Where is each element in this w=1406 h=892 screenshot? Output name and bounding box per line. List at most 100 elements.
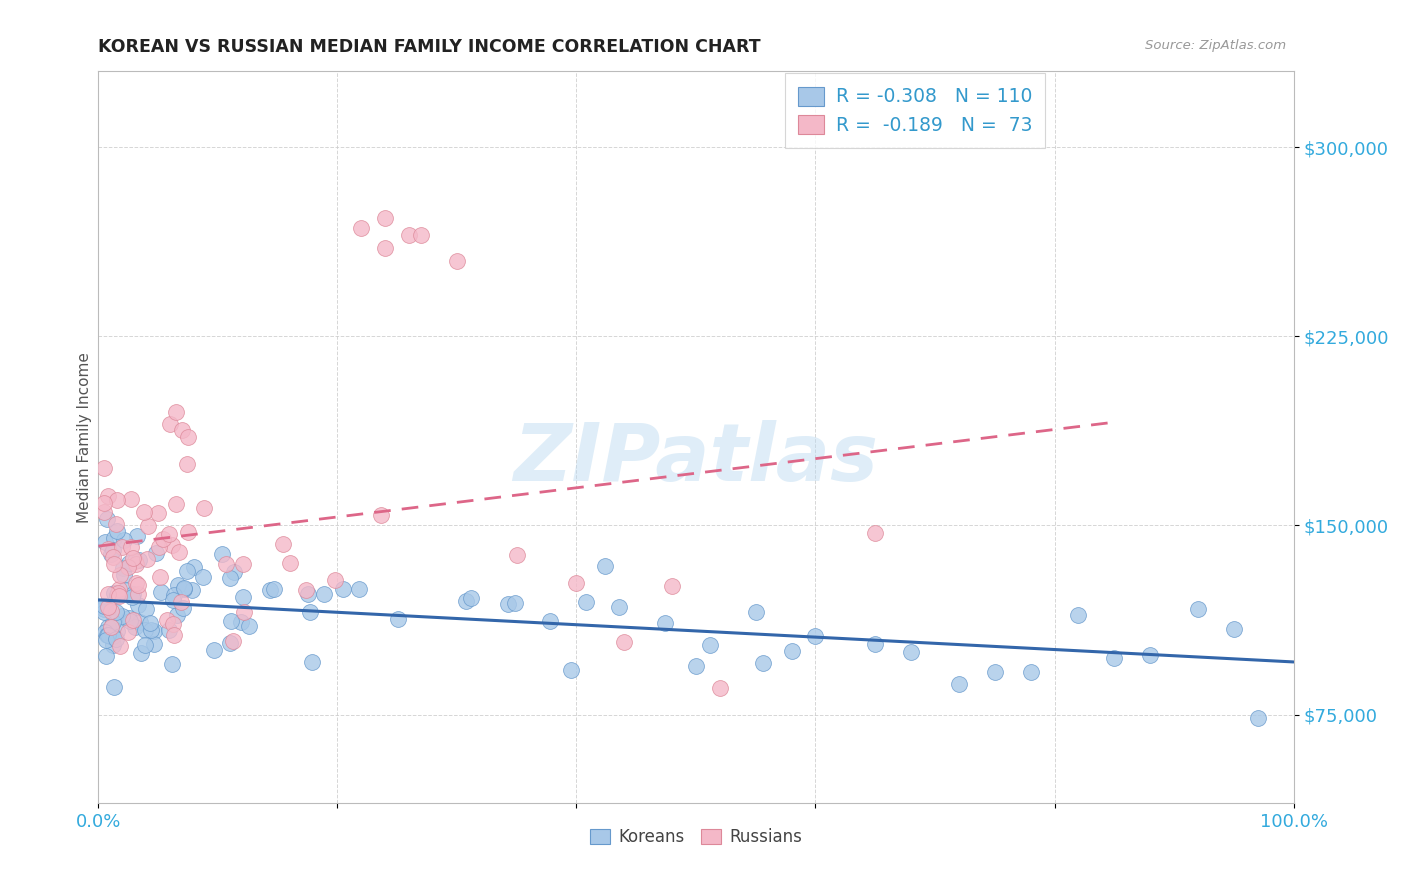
Point [159,417,181,432]
Point [103,531,125,545]
Point [103,558,125,572]
Point [94,534,117,549]
Point [804,629,827,643]
Point [127,598,149,612]
Point [121,551,143,566]
Point [278,556,301,570]
Point [122,613,145,627]
Point [654,616,676,631]
Point [347,582,370,596]
Point [193,500,215,515]
Point [314,587,336,601]
Point [156,613,179,627]
Point [163,588,186,602]
Point [232,557,254,571]
Point [222,633,245,648]
Point [295,582,318,597]
Point [148,540,170,554]
Point [134,638,156,652]
Point [685,658,707,673]
Point [93,599,115,614]
Point [332,582,354,596]
Point [159,623,181,637]
Point [1223,622,1246,636]
Point [104,605,127,619]
Point [1067,607,1090,622]
Point [259,582,281,597]
Point [229,615,252,629]
Point [167,578,190,592]
Point [177,430,200,444]
Point [112,533,135,548]
Point [162,616,184,631]
Point [107,586,129,600]
Point [1139,648,1161,662]
Point [129,615,152,629]
Point [181,583,204,598]
Point [263,582,285,596]
Point [138,519,160,533]
Point [97,489,120,503]
Point [135,602,157,616]
Point [105,493,128,508]
Point [131,646,153,660]
Point [172,423,194,437]
Point [97,542,120,557]
Point [105,632,128,646]
Point [124,554,146,568]
Point [143,624,166,638]
Point [101,638,124,652]
Point [135,551,157,566]
Point [114,583,136,598]
Point [162,593,184,607]
Point [699,638,721,652]
Point [141,624,163,638]
Point [215,557,238,571]
Point [96,512,118,526]
Point [301,655,323,669]
Point [297,587,319,601]
Point [128,553,150,567]
Point [613,635,636,649]
Point [103,615,125,629]
Point [105,588,128,602]
Point [118,556,141,570]
Point [117,560,139,574]
Text: Source: ZipAtlas.com: Source: ZipAtlas.com [1146,39,1286,52]
Point [661,579,683,593]
Point [108,582,131,596]
Point [193,570,215,584]
Point [127,587,149,601]
Point [374,211,396,225]
Point [121,591,143,605]
Text: KOREAN VS RUSSIAN MEDIAN FAMILY INCOME CORRELATION CHART: KOREAN VS RUSSIAN MEDIAN FAMILY INCOME C… [98,38,761,56]
Point [323,573,346,587]
Point [122,586,145,600]
Point [97,599,120,614]
Point [370,508,392,522]
Point [93,496,115,510]
Point [1247,711,1270,725]
Point [100,620,122,634]
Point [96,648,118,663]
Point [496,597,519,611]
Point [111,609,134,624]
Point [177,525,200,540]
Point [111,540,134,554]
Point [112,568,135,582]
Point [169,545,191,559]
Point [202,643,225,657]
Point [163,628,186,642]
Point [1019,665,1042,680]
Point [100,604,122,618]
Point [100,548,122,562]
Point [98,629,121,643]
Point [1187,602,1209,616]
Point [103,585,125,599]
Point [607,600,630,615]
Point [238,619,260,633]
Point [142,637,165,651]
Point [172,601,194,615]
Point [160,538,183,552]
Point [232,590,254,604]
